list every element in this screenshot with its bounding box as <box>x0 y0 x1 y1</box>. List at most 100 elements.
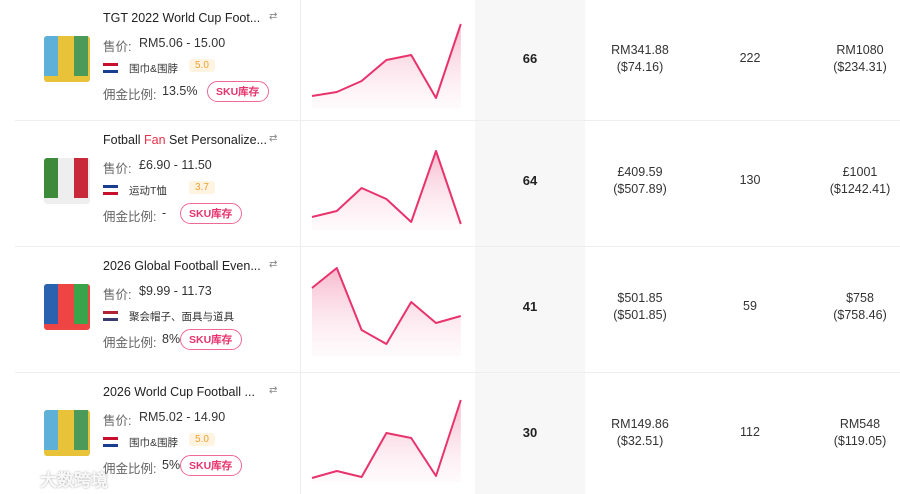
price-label: 售价: <box>103 414 132 428</box>
count: 130 <box>739 173 761 187</box>
revenue: RM149.86 <box>611 417 669 431</box>
revenue-usd: ($507.89) <box>613 182 667 196</box>
total: $758 <box>846 291 874 305</box>
revenue-usd: ($74.16) <box>616 60 664 74</box>
watermark: 大数跨境 <box>40 471 108 490</box>
title-part: 2026 World Cup Football ... <box>103 385 255 399</box>
column-bg <box>475 0 585 494</box>
row-divider <box>15 372 900 373</box>
rating: 5.0 <box>189 59 215 72</box>
translate-icon: ⇄ <box>269 385 278 396</box>
flag <box>103 437 118 447</box>
flag-stripe <box>103 66 118 70</box>
sales: 66 <box>522 51 538 66</box>
product-title: 2026 Global Football Even... <box>103 259 261 273</box>
rating: 3.7 <box>189 181 215 194</box>
flag-stripe <box>103 443 118 447</box>
flag-stripe <box>103 440 118 444</box>
image-part <box>59 418 73 456</box>
sparkline-area <box>312 268 461 356</box>
image-part <box>44 284 58 324</box>
flag-stripe <box>103 188 118 192</box>
title-part: 2026 Global Football Even... <box>103 259 261 273</box>
title-part: Fotball <box>103 133 144 147</box>
product-image <box>44 284 90 330</box>
image-part <box>74 284 88 324</box>
sku-button[interactable]: SKU库存 <box>180 455 243 476</box>
price: $9.99 - 11.73 <box>139 284 212 298</box>
sparkline-area <box>312 400 461 482</box>
translate-icon: ⇄ <box>269 11 278 22</box>
flag <box>103 63 118 73</box>
total-usd: ($758.46) <box>833 308 887 322</box>
row-divider <box>15 246 900 247</box>
image-part <box>74 410 88 450</box>
product-image <box>44 36 90 82</box>
title-part: TGT 2022 World Cup Foot... <box>103 11 261 25</box>
product-image <box>44 158 90 204</box>
flag-stripe <box>103 185 118 189</box>
image-part <box>74 36 88 76</box>
flag-stripe <box>103 63 118 67</box>
sparkline <box>311 150 462 225</box>
commission: 5% <box>162 458 181 472</box>
count: 222 <box>739 51 761 65</box>
total-usd: ($1242.41) <box>829 182 891 196</box>
image-part <box>59 292 73 330</box>
product-title: Fotball Fan Set Personalize... <box>103 133 267 147</box>
price-label: 售价: <box>103 162 132 176</box>
total: RM548 <box>839 417 881 431</box>
sparkline-area <box>312 24 461 108</box>
product-title: 2026 World Cup Football ... <box>103 385 255 399</box>
price-label: 售价: <box>103 40 132 54</box>
row-divider <box>15 120 900 121</box>
sales: 64 <box>522 173 538 188</box>
image-part <box>59 166 73 204</box>
revenue: $501.85 <box>617 291 663 305</box>
flag-stripe <box>103 69 118 73</box>
flag <box>103 311 118 321</box>
product-image <box>44 410 90 456</box>
count: 112 <box>740 425 760 439</box>
flag-stripe <box>103 317 118 321</box>
image-part <box>44 158 58 198</box>
flag-stripe <box>103 437 118 441</box>
commission: - <box>162 206 167 220</box>
product-title: TGT 2022 World Cup Foot... <box>103 11 260 25</box>
sales: 41 <box>522 299 538 314</box>
category: 围巾&围脖 <box>129 437 179 449</box>
price: RM5.06 - 15.00 <box>139 36 226 50</box>
sparkline-area <box>312 151 461 230</box>
category: 聚会帽子、面具与道具 <box>129 311 234 323</box>
price: RM5.02 - 14.90 <box>139 410 226 424</box>
flag-stripe <box>103 314 118 318</box>
commission-label: 佣金比例: <box>103 462 157 476</box>
sparkline <box>311 267 462 345</box>
sku-button[interactable]: SKU库存 <box>180 329 243 350</box>
sku-button[interactable]: SKU库存 <box>207 81 270 102</box>
revenue: RM341.88 <box>611 43 669 57</box>
commission-label: 佣金比例: <box>103 336 157 350</box>
sparkline <box>311 23 462 99</box>
total-usd: ($234.31) <box>833 60 887 74</box>
revenue-usd: ($501.85) <box>613 308 667 322</box>
image-part <box>44 36 58 76</box>
commission: 13.5% <box>162 84 198 98</box>
image-part <box>59 44 73 82</box>
flag-stripe <box>103 191 118 195</box>
revenue: £409.59 <box>617 165 663 179</box>
commission-label: 佣金比例: <box>103 88 157 102</box>
flag-stripe <box>103 311 118 315</box>
translate-icon: ⇄ <box>269 259 278 270</box>
total: RM1080 <box>836 43 884 57</box>
column-divider <box>300 0 301 494</box>
sku-button[interactable]: SKU库存 <box>180 203 243 224</box>
category: 围巾&围脖 <box>129 63 179 75</box>
total: £1001 <box>842 165 878 179</box>
sparkline <box>311 399 462 479</box>
image-part <box>44 410 58 450</box>
translate-icon: ⇄ <box>269 133 278 144</box>
title-part: Set Personalize... <box>165 133 267 147</box>
